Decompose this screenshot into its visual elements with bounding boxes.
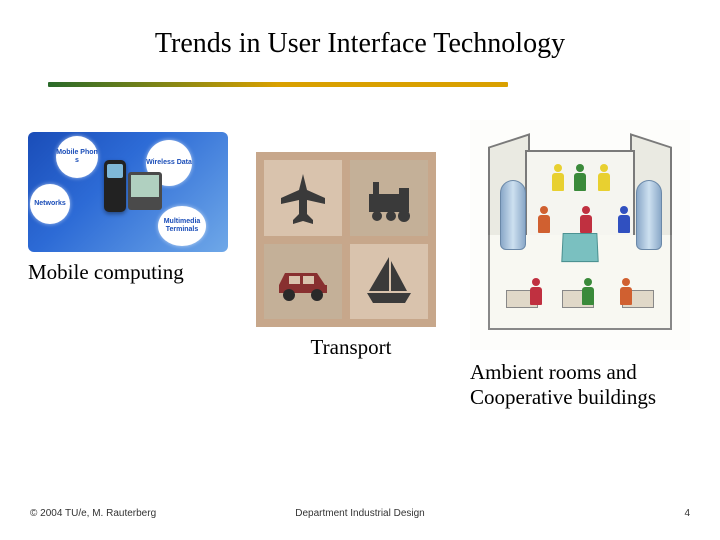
- bubble-networks: Networks: [30, 184, 70, 224]
- slide-title: Trends in User Interface Technology: [0, 0, 720, 60]
- phone-icon: [104, 160, 126, 212]
- cylinder-left: [500, 180, 526, 250]
- sailboat-icon: [359, 251, 419, 311]
- accent-line: [48, 82, 508, 87]
- airplane-icon: [273, 168, 333, 228]
- car-icon: [271, 257, 335, 305]
- bubble-multimedia: Multimedia Terminals: [158, 206, 206, 246]
- person-icon: [580, 206, 592, 234]
- column-mobile: Mobile Phon s Wireless Data Networks Mul…: [28, 132, 238, 285]
- person-icon: [598, 164, 610, 192]
- transport-cell-car: [264, 244, 342, 320]
- caption-mobile: Mobile computing: [28, 260, 238, 285]
- person-icon: [582, 278, 594, 306]
- cylinder-right: [636, 180, 662, 250]
- person-icon: [574, 164, 586, 192]
- cube-center: [561, 233, 598, 262]
- caption-ambient: Ambient rooms and Cooperative buildings: [470, 360, 700, 410]
- person-icon: [552, 164, 564, 192]
- transport-cell-train: [350, 160, 428, 236]
- caption-transport: Transport: [256, 335, 446, 360]
- pda-icon: [128, 172, 162, 210]
- mobile-computing-figure: Mobile Phon s Wireless Data Networks Mul…: [28, 132, 228, 252]
- train-icon: [359, 168, 419, 228]
- content-area: Mobile Phon s Wireless Data Networks Mul…: [0, 120, 720, 480]
- person-icon: [618, 206, 630, 234]
- ambient-rooms-figure: [470, 120, 690, 350]
- column-transport: Transport: [256, 152, 446, 360]
- transport-cell-airplane: [264, 160, 342, 236]
- footer: © 2004 TU/e, M. Rauterberg Department In…: [0, 508, 720, 528]
- person-icon: [620, 278, 632, 306]
- footer-page-number: 4: [684, 508, 690, 519]
- footer-department: Department Industrial Design: [0, 508, 720, 519]
- person-icon: [530, 278, 542, 306]
- transport-cell-sailboat: [350, 244, 428, 320]
- slide: Trends in User Interface Technology Mobi…: [0, 0, 720, 540]
- bubble-mobile-phones: Mobile Phon s: [56, 136, 98, 178]
- column-ambient: Ambient rooms and Cooperative buildings: [470, 120, 700, 410]
- person-icon: [538, 206, 550, 234]
- transport-figure: [256, 152, 436, 327]
